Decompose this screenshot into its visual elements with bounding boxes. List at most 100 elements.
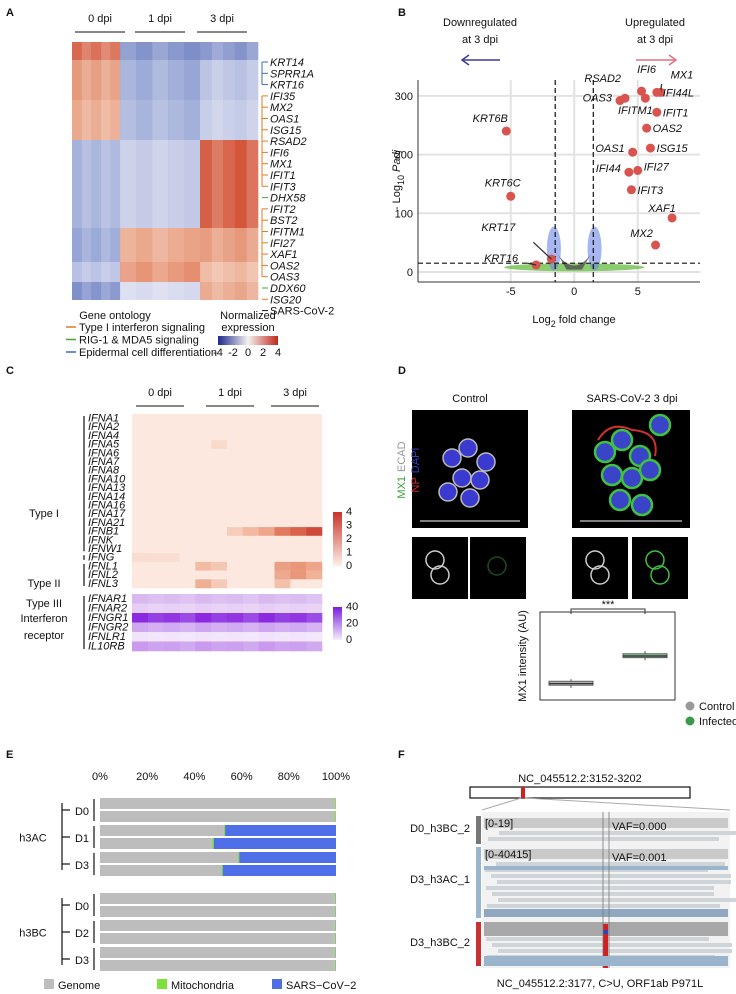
heatmap-cell [168, 262, 185, 282]
heatmap-cell [242, 474, 259, 484]
gene-label: IFNB1 [88, 526, 119, 538]
point-label: OAS1 [595, 143, 624, 155]
channel-cell [645, 550, 665, 570]
data-point [506, 191, 516, 201]
heatmap-cell [179, 622, 196, 633]
read [488, 837, 719, 841]
column-header: 0 dpi [148, 387, 172, 399]
heatmap-cell [195, 603, 212, 614]
legend-swatch [157, 979, 167, 989]
heatmap-cell [179, 527, 196, 537]
panel-letter: A [6, 7, 14, 19]
heatmap-cell [195, 641, 212, 652]
heatmap-cell [227, 527, 244, 537]
heatmap-cell [227, 535, 244, 545]
chromosome [469, 786, 691, 799]
heatmap-cell [163, 553, 180, 563]
gene-label: IFNL3 [88, 578, 119, 590]
heatmap-cell [211, 622, 228, 633]
point-label: KRT6B [473, 113, 508, 125]
heatmap-cell [211, 60, 224, 100]
heatmap-cell [274, 632, 291, 642]
heatmap-cell [120, 42, 137, 60]
point-label: IFIT3 [637, 185, 664, 197]
heatmap-cell [136, 140, 153, 228]
heatmap-cell [258, 422, 275, 432]
legend-label: RIG-1 & MDA5 signaling [79, 335, 199, 347]
heatmap-cell [227, 544, 244, 554]
heatmap-cell [163, 622, 180, 633]
heatmap-cell [163, 440, 180, 450]
cell [630, 493, 654, 517]
cell [476, 452, 496, 472]
x-axis-label-part: Log [532, 314, 550, 326]
gene-label: IFNA14 [88, 491, 125, 503]
heatmap-cell [274, 431, 291, 441]
heatmap-cell [91, 282, 102, 300]
heatmap-cell [274, 422, 291, 432]
heatmap-cell [163, 448, 180, 458]
heatmap-cell [147, 553, 164, 563]
x-axis-label: Log2 fold change [532, 314, 615, 329]
legend-swatch [44, 979, 54, 989]
bar-segment [213, 838, 336, 849]
stain-name: ECAD [396, 441, 408, 472]
heatmap-cell [258, 553, 275, 563]
heatmap-cell [227, 579, 244, 589]
point-label: MX1 [671, 69, 694, 81]
heatmap-cell [179, 448, 196, 458]
data-point [652, 87, 662, 97]
heatmap-cell [274, 579, 291, 589]
legend-marker [685, 716, 695, 726]
stain-name: DAPI [410, 448, 422, 474]
heatmap-cell [132, 518, 149, 528]
heatmap-cell [227, 457, 244, 467]
heatmap-cell [211, 553, 228, 563]
gene-label: IFNAR1 [88, 593, 127, 605]
heatmap-cell [179, 422, 196, 432]
heatmap-cell [136, 282, 153, 300]
variant [603, 930, 608, 934]
heatmap-cell [274, 570, 291, 580]
gene-label: IFNA16 [88, 500, 126, 512]
track-bar [476, 847, 481, 918]
heatmap-cell [91, 42, 102, 60]
heatmap-cell [200, 140, 212, 228]
heatmap-cell [152, 60, 169, 100]
heatmap-cell [132, 622, 149, 633]
group-label: Type II [27, 578, 60, 590]
heatmap-cell [152, 262, 169, 282]
sample-label: D3 [75, 955, 89, 967]
heatmap-cell [306, 632, 323, 642]
heatmap-cell [179, 641, 196, 652]
heatmap-cell [246, 228, 259, 262]
heatmap-cell [184, 282, 201, 300]
heatmap-cell [258, 527, 275, 537]
heatmap-cell [274, 466, 291, 476]
heatmap-cell [211, 483, 228, 493]
heatmap-cell [258, 570, 275, 580]
coverage [484, 909, 728, 917]
heatmap-cell [147, 570, 164, 580]
heatmap-cell [195, 422, 212, 432]
heatmap-cell [246, 262, 259, 282]
significance: *** [602, 599, 616, 611]
heatmap-cell [223, 262, 236, 282]
data-point [651, 240, 661, 250]
cell [593, 440, 617, 464]
heatmap-cell [211, 422, 228, 432]
heatmap-cell [163, 431, 180, 441]
legend-label: Type I interferon signaling [79, 322, 205, 334]
gene-label: IFIT1 [270, 170, 296, 182]
read [498, 898, 736, 902]
point-label: OAS3 [583, 93, 613, 105]
heatmap-cell [147, 492, 164, 502]
y-tick-label: 300 [395, 91, 413, 103]
heatmap-cell [306, 561, 323, 571]
heatmap-cell [258, 466, 275, 476]
heatmap-cell [163, 422, 180, 432]
heatmap-cell [132, 632, 149, 642]
heatmap-cell [258, 448, 275, 458]
